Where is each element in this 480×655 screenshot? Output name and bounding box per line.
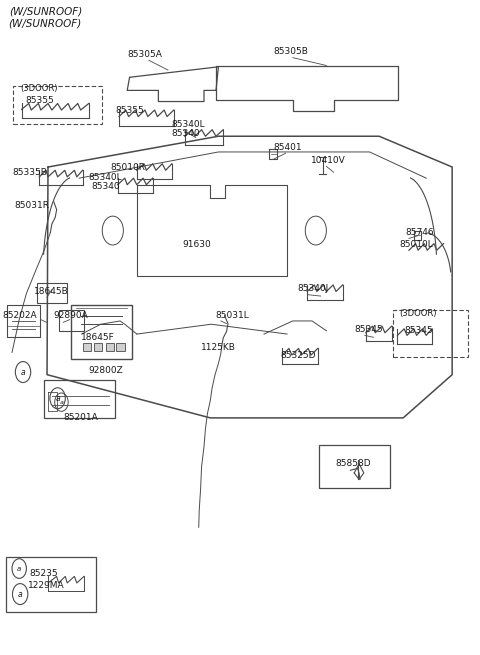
Text: 92800Z: 92800Z <box>89 365 123 375</box>
Text: (3DOOR): (3DOOR) <box>21 84 58 93</box>
Bar <box>59 310 84 331</box>
Text: 18645F: 18645F <box>81 333 114 342</box>
Bar <box>7 305 40 337</box>
Text: 85305B: 85305B <box>274 47 309 56</box>
Text: 85202A: 85202A <box>2 310 37 320</box>
Text: 85340L: 85340L <box>89 173 122 182</box>
Bar <box>116 343 125 351</box>
Text: a: a <box>60 400 63 405</box>
Text: 85031L: 85031L <box>215 310 249 320</box>
Text: 85031R: 85031R <box>14 200 49 210</box>
Text: 85340: 85340 <box>91 182 120 191</box>
Text: 85340L: 85340L <box>172 120 205 129</box>
Bar <box>71 305 132 359</box>
Bar <box>393 310 468 357</box>
Text: (W/SUNROOF): (W/SUNROOF) <box>9 18 82 28</box>
Text: 85355: 85355 <box>25 96 54 105</box>
Text: 18645B: 18645B <box>34 287 68 296</box>
Text: (W/SUNROOF): (W/SUNROOF) <box>10 7 83 16</box>
Bar <box>106 343 114 351</box>
Text: 1125KB: 1125KB <box>201 343 236 352</box>
Bar <box>83 343 91 351</box>
Text: 92890A: 92890A <box>54 310 88 320</box>
Bar <box>44 380 115 418</box>
Bar <box>37 283 67 303</box>
Text: 91630: 91630 <box>182 240 211 249</box>
Text: a: a <box>18 590 23 599</box>
Text: 85201A: 85201A <box>63 413 98 422</box>
Text: a: a <box>55 394 60 403</box>
Text: 85746: 85746 <box>406 228 434 237</box>
Text: 85305A: 85305A <box>127 50 162 59</box>
Text: 85355: 85355 <box>115 105 144 115</box>
Text: 85010R: 85010R <box>110 162 145 172</box>
Text: (3DOOR): (3DOOR) <box>399 309 437 318</box>
Text: 85345: 85345 <box>404 326 433 335</box>
Text: 1229MA: 1229MA <box>28 580 64 590</box>
Bar <box>13 86 102 124</box>
Text: a: a <box>17 565 21 572</box>
Text: 85340J: 85340J <box>298 284 329 293</box>
Text: 85401: 85401 <box>274 143 302 152</box>
Text: 85235: 85235 <box>30 569 59 578</box>
Text: 10410V: 10410V <box>311 156 346 165</box>
Bar <box>6 557 96 612</box>
Text: 85858D: 85858D <box>335 459 371 468</box>
Text: 85335B: 85335B <box>12 168 47 177</box>
Text: 85010L: 85010L <box>399 240 433 249</box>
Text: 85345: 85345 <box>354 325 383 334</box>
Bar <box>319 445 390 488</box>
Text: 85325D: 85325D <box>281 351 316 360</box>
Bar <box>94 343 102 351</box>
Text: a: a <box>21 367 25 377</box>
Text: 85340: 85340 <box>172 129 201 138</box>
